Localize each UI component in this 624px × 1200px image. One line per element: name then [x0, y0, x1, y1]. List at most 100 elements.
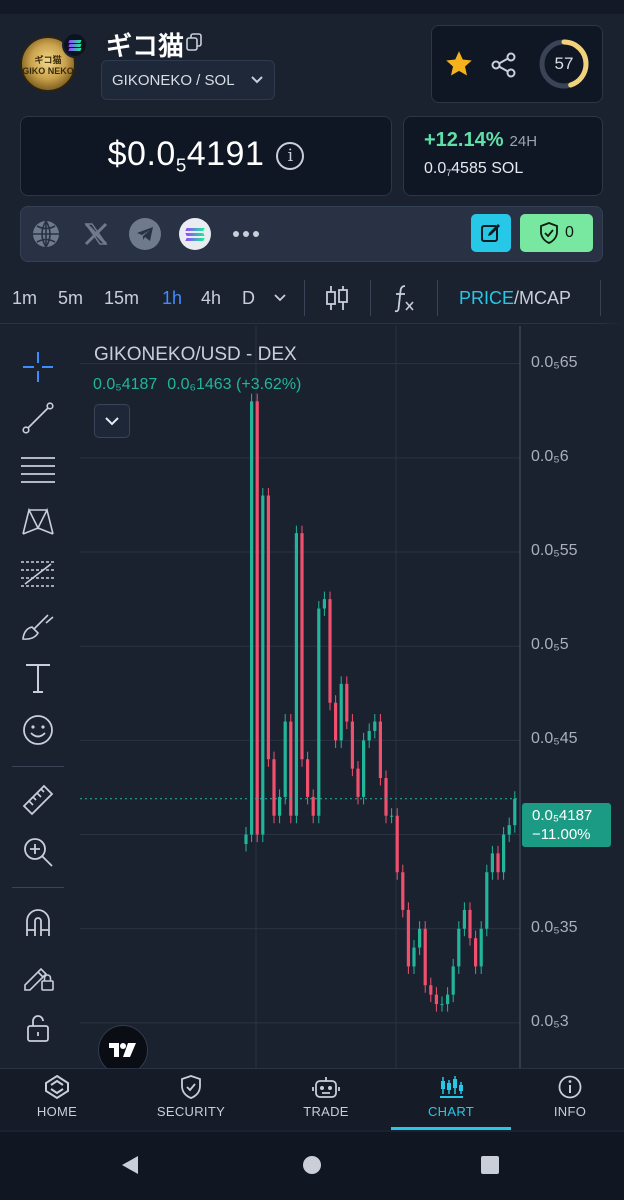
- last-price-value: 0.0₅4187: [532, 807, 593, 824]
- candle-body: [362, 740, 366, 797]
- globe-icon[interactable]: [30, 218, 62, 250]
- candle-body: [479, 928, 483, 967]
- chart-title: GIKONEKO/USD - DEX: [94, 344, 297, 365]
- timeframe-1h[interactable]: 1h: [162, 288, 183, 308]
- change-period: 24H: [509, 133, 538, 150]
- y-tick-label: 0.0₅55: [531, 542, 578, 560]
- candle-body: [446, 994, 450, 1005]
- unlock-tool-icon[interactable]: [18, 1008, 58, 1048]
- candle-body: [289, 721, 293, 816]
- candle-body: [468, 909, 472, 939]
- tradingview-logo[interactable]: [98, 1025, 148, 1075]
- pair-select[interactable]: GIKONEKO / SOL: [101, 60, 275, 100]
- horizontal-lines-tool-icon[interactable]: [18, 450, 58, 490]
- pattern-tool-icon[interactable]: [18, 501, 58, 541]
- ohlc-legend: 0.0₅4187 0.0₆1463 (+3.62%): [93, 376, 311, 394]
- candles: [244, 393, 517, 1012]
- timeframe-5m[interactable]: 5m: [58, 288, 84, 308]
- toolbar-fade: [598, 272, 624, 324]
- nav-security[interactable]: SECURITY: [129, 1074, 253, 1119]
- brush-tool-icon[interactable]: [18, 606, 58, 646]
- ruler-tool-icon[interactable]: [18, 780, 58, 820]
- candle-body: [300, 533, 304, 760]
- candle-body: [250, 401, 254, 835]
- candle-body: [490, 853, 494, 873]
- shield-icon: [181, 1075, 201, 1099]
- candle-body: [457, 928, 461, 967]
- indicators-fx-icon[interactable]: [391, 283, 417, 313]
- toolbar-divider: [304, 280, 305, 316]
- price-chart[interactable]: [80, 326, 624, 1070]
- candle-body: [474, 938, 478, 967]
- candle-body: [367, 730, 371, 741]
- emoji-tool-icon[interactable]: [18, 710, 58, 750]
- home-circle-icon[interactable]: [302, 1155, 322, 1175]
- bottom-nav: [0, 1068, 624, 1130]
- score-value: 57: [554, 54, 574, 73]
- robot-icon: [312, 1077, 340, 1098]
- candle-body: [440, 1004, 444, 1006]
- nav-info[interactable]: INFO: [508, 1074, 624, 1119]
- solana-icon[interactable]: [179, 218, 211, 250]
- share-icon[interactable]: [490, 51, 518, 79]
- timeframe-15m[interactable]: 15m: [104, 288, 140, 308]
- timeframe-dropdown-icon[interactable]: [273, 293, 287, 303]
- x-icon[interactable]: [80, 218, 112, 250]
- zoom-in-tool-icon[interactable]: [18, 832, 58, 872]
- nav-trade[interactable]: TRADE: [264, 1074, 388, 1119]
- magnet-tool-icon[interactable]: [18, 903, 58, 943]
- edit-icon: [481, 224, 500, 242]
- candle-body: [356, 768, 360, 797]
- candle-style-icon[interactable]: [324, 284, 350, 312]
- timeframe-d[interactable]: D: [242, 288, 255, 308]
- recents-icon[interactable]: [480, 1155, 500, 1175]
- telegram-icon[interactable]: [129, 218, 161, 250]
- shield-count: 0: [565, 224, 574, 241]
- home-icon: [45, 1074, 69, 1100]
- timeframe-1m[interactable]: 1m: [12, 288, 38, 308]
- lock-drawings-tool-icon[interactable]: [18, 956, 58, 996]
- chevron-down-icon: [251, 76, 263, 84]
- price-mcap-toggle[interactable]: PRICE/MCAP: [459, 288, 571, 309]
- score-gauge[interactable]: [538, 38, 590, 90]
- more-icon[interactable]: [230, 218, 262, 250]
- shield-check-icon: [540, 222, 558, 244]
- candle-body: [378, 721, 382, 779]
- chevron-down-icon: [105, 417, 119, 426]
- copy-icon[interactable]: [186, 33, 202, 51]
- fib-tool-icon[interactable]: [18, 554, 58, 594]
- timeframe-4h[interactable]: 4h: [201, 288, 222, 308]
- back-icon[interactable]: [119, 1154, 141, 1176]
- candle-body: [244, 834, 248, 844]
- legend-collapse-button[interactable]: [94, 404, 130, 438]
- star-icon[interactable]: [443, 49, 475, 79]
- price-in-sol: 0.074585 SOL: [424, 160, 524, 179]
- nav-chart[interactable]: CHART: [389, 1074, 513, 1119]
- candle-body: [339, 683, 343, 741]
- toolbar-divider: [370, 280, 371, 316]
- text-tool-icon[interactable]: [18, 658, 58, 698]
- nav-info-label: INFO: [553, 1104, 587, 1119]
- candle-body: [317, 608, 321, 816]
- nav-security-label: SECURITY: [156, 1104, 226, 1119]
- nav-home[interactable]: HOME: [0, 1074, 119, 1119]
- token-price: $0.054191: [107, 135, 265, 176]
- edit-button[interactable]: [471, 214, 511, 252]
- candle-body: [434, 994, 438, 1005]
- info-icon[interactable]: i: [276, 142, 305, 170]
- candle-body: [502, 834, 506, 873]
- candle-body: [294, 533, 298, 816]
- security-score-button[interactable]: 0: [520, 214, 593, 252]
- trend-line-tool-icon[interactable]: [18, 398, 58, 438]
- candle-body: [513, 798, 517, 826]
- candle-body: [406, 909, 410, 967]
- tool-divider: [12, 887, 64, 888]
- candle-body: [261, 495, 265, 835]
- candle-body: [496, 853, 500, 873]
- ohlc-value: 0.0₅4187: [93, 376, 158, 393]
- change-24h: +12.14%: [424, 129, 504, 151]
- candle-body: [350, 721, 354, 769]
- toggle-mcap[interactable]: MCAP: [519, 288, 572, 308]
- crosshair-tool-icon[interactable]: [18, 347, 58, 387]
- toggle-price[interactable]: PRICE: [459, 288, 515, 308]
